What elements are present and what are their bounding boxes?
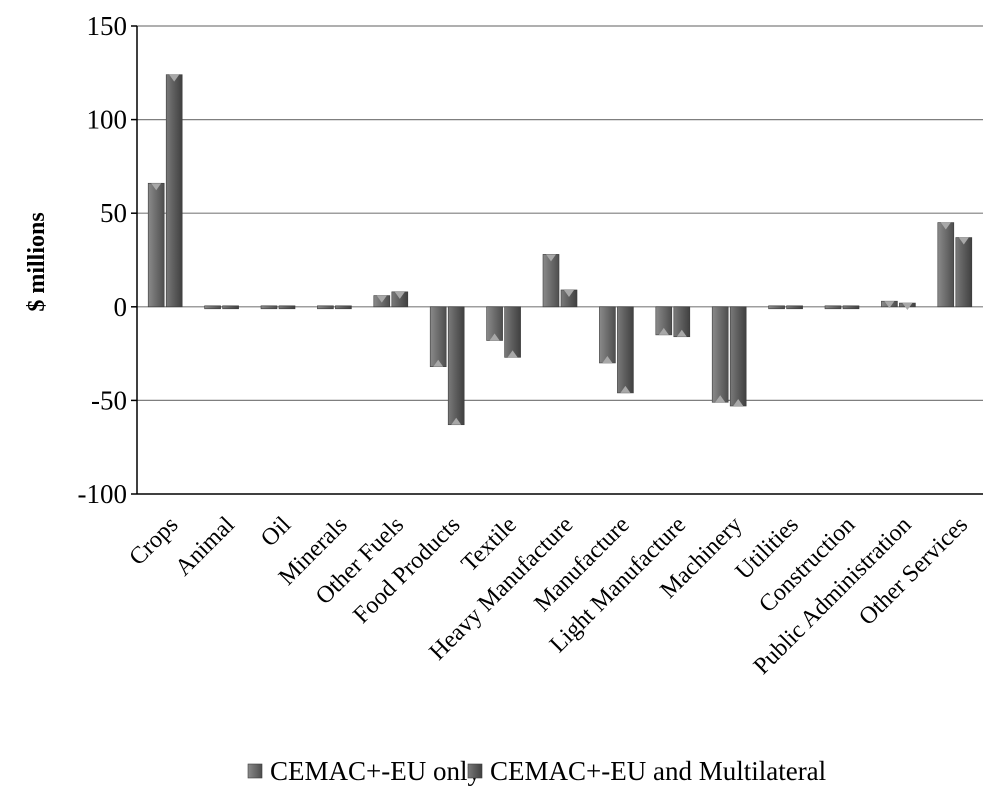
bar-eu-multilateral xyxy=(447,306,465,426)
bar-cap xyxy=(940,222,951,230)
bar-eu-multilateral xyxy=(729,306,747,407)
bar-eu-multilateral xyxy=(278,305,296,310)
bar-eu-only xyxy=(317,305,334,310)
bar-eu-multilateral xyxy=(165,74,183,308)
bar-cap xyxy=(507,350,518,358)
bar-cap xyxy=(451,417,462,425)
legend-swatch xyxy=(467,763,483,779)
bar-eu-multilateral xyxy=(617,306,634,394)
bar-eu-only xyxy=(824,305,842,310)
y-tick-label: -50 xyxy=(91,385,127,415)
y-tick-label: 0 xyxy=(114,292,128,322)
bar-eu-only xyxy=(711,306,729,403)
bar-cap xyxy=(433,359,444,367)
bar-eu-only xyxy=(542,254,560,308)
y-tick-label: -100 xyxy=(78,479,128,509)
bar-eu-only xyxy=(937,222,955,308)
gridlines xyxy=(137,25,983,401)
x-tick-label: Animal xyxy=(171,512,241,582)
bar-cap xyxy=(902,303,913,311)
bar-cap xyxy=(620,385,631,393)
y-tick-label: 150 xyxy=(87,11,128,41)
bar-cap xyxy=(958,237,969,245)
bar-cap xyxy=(151,183,162,191)
axes xyxy=(131,25,983,495)
x-tick-label: Oil xyxy=(256,512,296,552)
legend-label: CEMAC+-EU and Multilateral xyxy=(490,756,826,786)
legend-label: CEMAC+-EU only xyxy=(270,756,481,786)
y-axis-title: $ millions xyxy=(24,212,50,311)
bar-cap xyxy=(489,333,500,341)
bars xyxy=(147,74,973,426)
bar-eu-multilateral xyxy=(504,306,521,358)
legend-swatch xyxy=(247,763,263,779)
bar-cap xyxy=(169,74,180,82)
bar-eu-only xyxy=(768,305,785,310)
bar-cap xyxy=(676,329,687,337)
bar-cap xyxy=(733,399,744,407)
bar-eu-only xyxy=(260,305,278,310)
y-tick-label: 50 xyxy=(100,198,127,228)
bar-eu-multilateral xyxy=(786,305,803,310)
legend: CEMAC+-EU only CEMAC+-EU and Multilateral xyxy=(247,756,826,786)
bar-cap xyxy=(884,301,895,309)
bar-eu-only xyxy=(204,305,221,310)
bar-cap xyxy=(715,395,726,403)
bar-eu-multilateral xyxy=(842,305,860,310)
y-tick-labels: 150 100 50 0 -50 -100 xyxy=(78,11,128,509)
bar-cap xyxy=(376,295,387,303)
bar-cap xyxy=(546,254,556,262)
y-tick-label: 100 xyxy=(87,105,128,135)
bar-cap xyxy=(564,289,574,297)
bar-eu-only xyxy=(147,182,165,308)
bar-cap xyxy=(394,291,405,299)
bar-eu-multilateral xyxy=(222,305,239,310)
bar-cap xyxy=(602,355,613,363)
bar-cap xyxy=(658,327,669,335)
bar-eu-multilateral xyxy=(335,305,352,310)
bar-eu-only xyxy=(429,306,447,368)
bar-eu-only xyxy=(599,306,616,364)
bar-eu-multilateral xyxy=(955,237,973,308)
